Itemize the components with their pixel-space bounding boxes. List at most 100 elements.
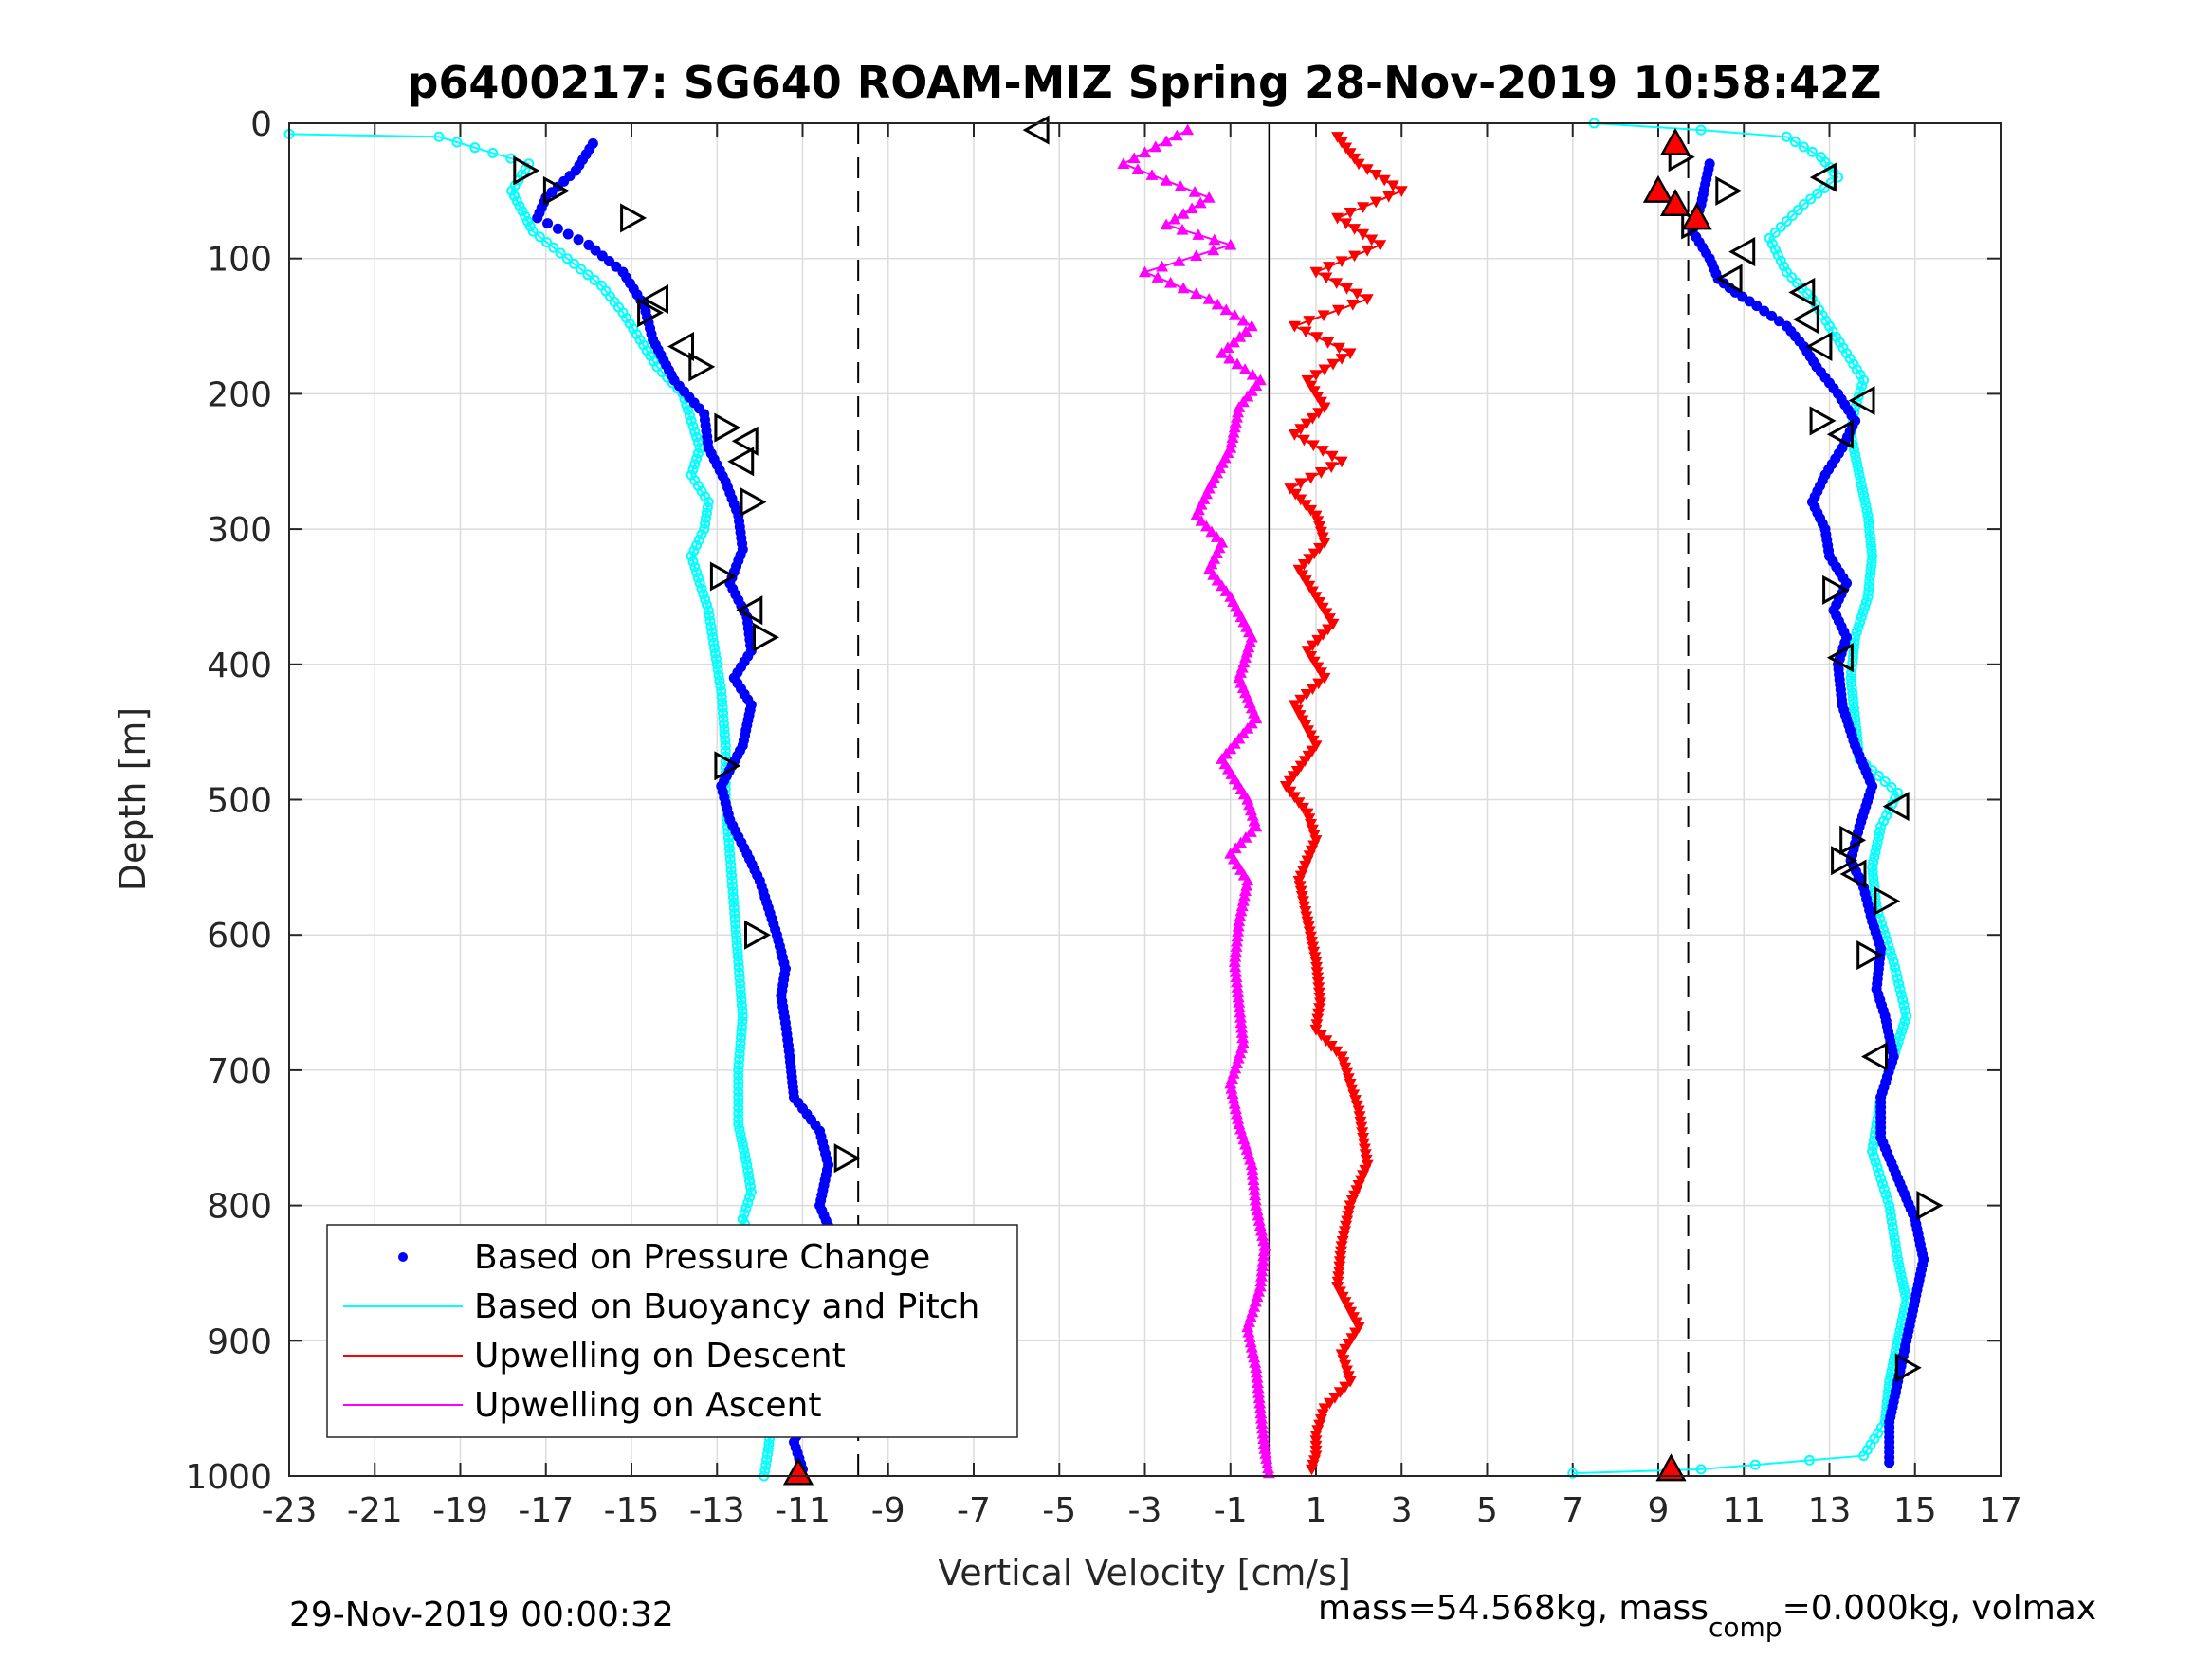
- data-point: [705, 621, 717, 632]
- data-point: [1369, 196, 1382, 209]
- data-point: [1848, 702, 1859, 714]
- data-point: [517, 206, 528, 217]
- data-point: [1868, 1140, 1879, 1152]
- data-point: [1288, 320, 1301, 333]
- data-point: [730, 923, 741, 935]
- data-point: [689, 459, 701, 470]
- data-point: [1249, 1189, 1262, 1201]
- data-point: [691, 431, 703, 443]
- data-point: [1567, 1468, 1579, 1479]
- x-tick-label: -15: [604, 1491, 660, 1530]
- data-point: [736, 1021, 747, 1032]
- data-point: [1882, 1194, 1893, 1206]
- data-point: [1798, 141, 1809, 153]
- data-point: [1234, 904, 1248, 917]
- data-point: [1262, 1462, 1274, 1474]
- data-point: [1325, 462, 1338, 473]
- data-point: [1886, 951, 1897, 962]
- data-point: [1853, 391, 1864, 402]
- data-point: [1864, 575, 1875, 587]
- data-point: [1888, 957, 1899, 968]
- data-point: [1257, 1249, 1271, 1262]
- data-point: [1769, 227, 1781, 238]
- data-point: [1246, 1169, 1259, 1180]
- data-point: [1332, 342, 1345, 355]
- data-point: [726, 881, 738, 892]
- data-point: [508, 191, 520, 202]
- data-point: [1855, 616, 1866, 628]
- data-point: [733, 1070, 744, 1082]
- data-point: [1867, 862, 1878, 873]
- data-point: [589, 275, 600, 286]
- data-point: [745, 1186, 757, 1197]
- data-point: [1227, 1092, 1240, 1104]
- data-point: [1248, 1178, 1261, 1191]
- data-point: [696, 583, 707, 594]
- data-point: [1139, 265, 1151, 278]
- data-point: [1874, 1167, 1885, 1178]
- marker-layer: [513, 115, 1944, 1486]
- data-point: [1228, 309, 1241, 320]
- data-point: [1256, 1260, 1270, 1271]
- data-point: [1139, 146, 1151, 158]
- data-point: [1781, 131, 1792, 142]
- data-point: [1386, 180, 1399, 192]
- filled-triangle-marker: [1681, 202, 1712, 230]
- data-point: [726, 875, 738, 886]
- data-point: [1317, 310, 1330, 322]
- data-point: [1856, 484, 1868, 496]
- data-point: [1244, 1336, 1257, 1348]
- data-point: [1316, 446, 1329, 457]
- data-point: [1901, 1011, 1912, 1022]
- data-point: [718, 713, 729, 724]
- data-point: [1361, 245, 1374, 257]
- data-point: [1160, 218, 1173, 230]
- open-triangle-marker: [1822, 574, 1850, 605]
- data-point: [1898, 999, 1910, 1011]
- open-triangle-marker: [1831, 846, 1858, 876]
- y-tick-label: 500: [207, 782, 272, 821]
- data-point: [511, 195, 522, 207]
- data-point: [1252, 1376, 1264, 1389]
- data-point: [1331, 212, 1344, 225]
- data-point: [1346, 300, 1360, 311]
- data-point: [1256, 1255, 1270, 1267]
- data-point: [732, 945, 743, 957]
- data-point: [1200, 520, 1213, 532]
- data-point: [1881, 810, 1892, 821]
- data-point: [1307, 440, 1320, 452]
- data-point: [1895, 989, 1907, 1000]
- data-point: [1865, 536, 1876, 547]
- data-point: [728, 902, 740, 914]
- data-point: [1232, 1113, 1245, 1124]
- y-tick-label: 100: [207, 241, 272, 280]
- data-point: [541, 237, 553, 248]
- x-tick-label: 11: [1722, 1491, 1765, 1530]
- data-point: [1695, 124, 1707, 136]
- y-axis-label: Depth [m]: [112, 707, 154, 892]
- data-point: [1297, 434, 1310, 447]
- data-point: [1894, 1030, 1906, 1042]
- x-tick-label: 9: [1648, 1491, 1670, 1530]
- data-point: [1226, 431, 1239, 443]
- data-point: [1897, 994, 1909, 1006]
- data-point: [1251, 1204, 1264, 1216]
- chart-title: p6400217: SG640 ROAM-MIZ Spring 28-Nov-2…: [407, 57, 1881, 108]
- data-point: [1208, 233, 1221, 246]
- data-point: [1240, 880, 1253, 891]
- data-point: [1348, 224, 1362, 235]
- data-point: [692, 572, 704, 583]
- x-tick-label: -5: [1042, 1491, 1076, 1530]
- data-point: [1886, 781, 1897, 793]
- data-point: [1868, 872, 1879, 884]
- data-point: [1252, 1392, 1266, 1404]
- data-point: [708, 637, 720, 648]
- data-point: [1852, 459, 1863, 470]
- x-tick-label: 13: [1808, 1491, 1852, 1530]
- data-point: [1892, 1249, 1903, 1260]
- data-point: [735, 1129, 746, 1140]
- data-point: [710, 653, 722, 665]
- data-point: [1219, 303, 1233, 316]
- open-triangle-marker: [1715, 175, 1743, 206]
- open-triangle-marker: [731, 426, 759, 456]
